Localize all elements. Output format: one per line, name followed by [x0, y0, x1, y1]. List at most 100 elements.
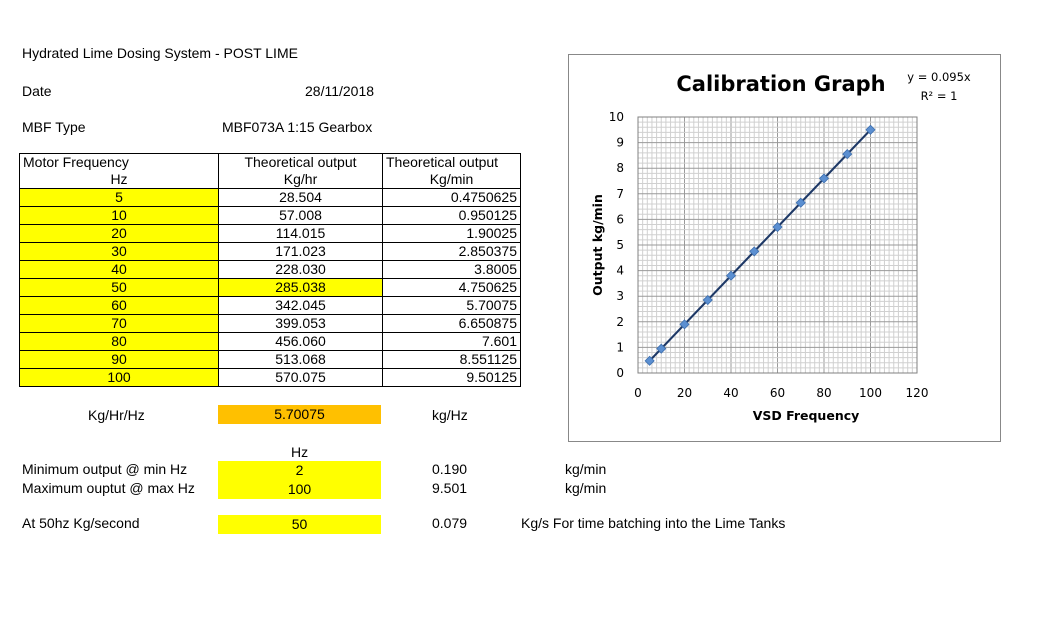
y-tick-label: 2: [616, 315, 624, 329]
unit-hz[interactable]: Hz: [19, 171, 219, 189]
table-row: 5 28.504 0.4750625: [19, 188, 521, 207]
hz-column-header: Hz: [291, 444, 309, 460]
data-point-marker: [679, 319, 690, 330]
y-tick-label: 10: [609, 110, 624, 124]
data-point-marker: [818, 173, 830, 184]
header-output-kgmin[interactable]: Theoretical output: [382, 153, 521, 171]
cell-hz[interactable]: 40: [19, 260, 219, 279]
x-tick-label: 80: [816, 386, 831, 400]
cell-kgmin[interactable]: 8.551125: [382, 350, 521, 369]
x-tick-label: 100: [859, 386, 882, 400]
table-row: 30 171.023 2.850375: [19, 242, 521, 261]
cell-kghr[interactable]: 513.068: [218, 350, 383, 369]
x-tick-label: 120: [906, 386, 929, 400]
cell-kghr[interactable]: 57.008: [218, 206, 383, 225]
cell-kgmin[interactable]: 1.90025: [382, 224, 521, 243]
per-second-note: Kg/s For time batching into the Lime Tan…: [521, 515, 786, 531]
cell-hz[interactable]: 5: [19, 188, 219, 207]
date-value[interactable]: 28/11/2018: [305, 83, 375, 99]
cell-kghr[interactable]: 114.015: [218, 224, 383, 243]
data-point-marker: [795, 197, 806, 208]
table-row: 10 57.008 0.950125: [19, 206, 521, 225]
y-tick-label: 0: [616, 366, 624, 380]
header-motor-frequency[interactable]: Motor Frequency: [19, 153, 219, 171]
max-output-label: Maximum ouptut @ max Hz: [22, 480, 195, 496]
cell-kghr[interactable]: 342.045: [218, 296, 383, 315]
x-tick-label: 0: [634, 386, 642, 400]
cell-hz[interactable]: 30: [19, 242, 219, 261]
r-squared-label: R² = 1: [921, 89, 958, 103]
y-tick-label: 5: [616, 238, 624, 252]
y-tick-label: 1: [616, 340, 624, 354]
cell-kgmin[interactable]: 6.650875: [382, 314, 521, 333]
cell-kgmin[interactable]: 3.8005: [382, 260, 521, 279]
data-point-marker: [842, 149, 853, 160]
cell-kghr[interactable]: 570.075: [218, 368, 383, 387]
cell-kghr[interactable]: 399.053: [218, 314, 383, 333]
cell-kghr[interactable]: 28.504: [218, 188, 383, 207]
frequency-output-table: Motor Frequency Theoretical output Theor…: [19, 153, 521, 387]
cell-kgmin[interactable]: 7.601: [382, 332, 521, 351]
max-output-value: 9.501: [432, 480, 468, 496]
data-point-marker: [749, 246, 760, 257]
table-row: 60 342.045 5.70075: [19, 296, 521, 315]
unit-kgmin[interactable]: Kg/min: [382, 171, 521, 189]
calibration-chart[interactable]: 0 20 40 60 80 100 120 0 1 2 3 4 5 6 7 8 9 10 Calibration …: [568, 54, 1001, 442]
kghrhz-label: Kg/Hr/Hz: [88, 407, 145, 423]
y-axis-label: Output kg/min: [590, 194, 605, 296]
cell-kghr[interactable]: 456.060: [218, 332, 383, 351]
header-output-kghr[interactable]: Theoretical output: [218, 153, 383, 171]
cell-kgmin[interactable]: 0.950125: [382, 206, 521, 225]
cell-kghr[interactable]: 228.030: [218, 260, 383, 279]
data-point-marker: [865, 124, 876, 135]
max-output-unit: kg/min: [565, 480, 607, 496]
cell-hz[interactable]: 70: [19, 314, 219, 333]
cell-hz[interactable]: 90: [19, 350, 219, 369]
data-point-marker: [656, 343, 667, 354]
chart-series: [644, 124, 876, 366]
mbf-type-value[interactable]: MBF073A 1:15 Gearbox: [222, 119, 373, 135]
cell-hz[interactable]: 10: [19, 206, 219, 225]
cell-kghr[interactable]: 285.038: [218, 278, 383, 297]
cell-hz[interactable]: 80: [19, 332, 219, 351]
x-tick-label: 60: [770, 386, 785, 400]
per-second-value: 0.079: [432, 515, 468, 531]
max-hz-input[interactable]: 100: [218, 480, 381, 499]
sheet-title: Hydrated Lime Dosing System - POST LIME: [22, 45, 298, 61]
min-output-unit: kg/min: [565, 461, 607, 477]
y-tick-label: 9: [616, 136, 624, 150]
chart-grid: [637, 116, 918, 374]
data-point-marker: [772, 221, 783, 233]
x-axis-label: VSD Frequency: [753, 408, 860, 423]
chart-axes: 0 20 40 60 80 100 120 0 1 2 3 4 5 6 7 8 9 10: [609, 110, 929, 400]
table-row: 80 456.060 7.601: [19, 332, 521, 351]
data-point-marker: [702, 294, 713, 306]
min-output-label: Minimum output @ min Hz: [22, 461, 188, 477]
table-row: 90 513.068 8.551125: [19, 350, 521, 369]
plot-area-border: [637, 116, 918, 374]
kghrhz-value[interactable]: 5.70075: [218, 405, 381, 424]
cell-kgmin[interactable]: 4.750625: [382, 278, 521, 297]
cell-hz[interactable]: 60: [19, 296, 219, 315]
y-tick-label: 8: [616, 161, 624, 175]
per-second-hz-input[interactable]: 50: [218, 515, 381, 534]
cell-kghr[interactable]: 171.023: [218, 242, 383, 261]
cell-kgmin[interactable]: 2.850375: [382, 242, 521, 261]
cell-kgmin[interactable]: 9.50125: [382, 368, 521, 387]
cell-hz[interactable]: 20: [19, 224, 219, 243]
y-tick-label: 3: [616, 289, 624, 303]
kghz-unit: kg/Hz: [432, 407, 468, 423]
cell-hz[interactable]: 100: [19, 368, 219, 387]
per-second-label: At 50hz Kg/second: [22, 515, 140, 531]
table-row: 100 570.075 9.50125: [19, 368, 521, 387]
table-row: 20 114.015 1.90025: [19, 224, 521, 243]
data-point-marker: [725, 270, 737, 281]
y-tick-label: 7: [616, 187, 624, 201]
cell-kgmin[interactable]: 5.70075: [382, 296, 521, 315]
x-tick-label: 40: [723, 386, 738, 400]
cell-hz[interactable]: 50: [19, 278, 219, 297]
table-row: 70 399.053 6.650875: [19, 314, 521, 333]
min-hz-input[interactable]: 2: [218, 461, 381, 480]
unit-kghr[interactable]: Kg/hr: [218, 171, 383, 189]
cell-kgmin[interactable]: 0.4750625: [382, 188, 521, 207]
